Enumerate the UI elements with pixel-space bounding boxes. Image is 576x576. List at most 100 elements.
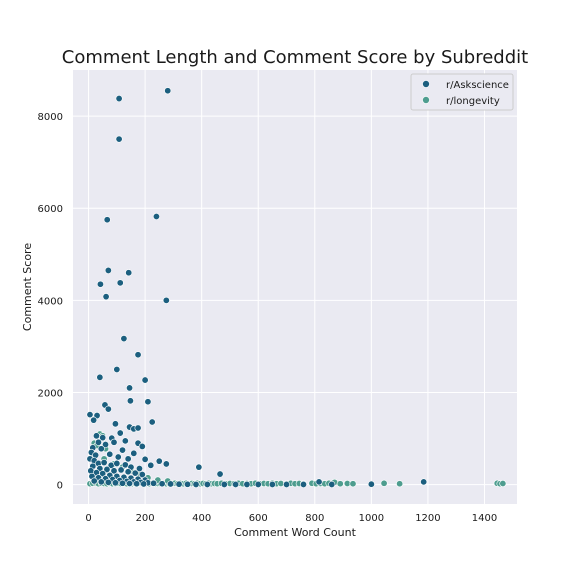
data-point-askscience [140,480,148,488]
data-point-askscience [328,480,336,488]
data-point-askscience [144,398,152,406]
data-point-askscience [104,478,112,486]
y-tick-label: 4000 [38,296,63,307]
data-point-askscience [110,438,118,446]
y-tick-label: 2000 [38,389,63,400]
data-point-longevity [336,480,344,488]
y-tick-label: 0 [57,481,63,492]
data-point-askscience [113,459,121,467]
data-point-askscience [111,420,119,428]
y-axis-label: Comment Score [21,243,34,331]
legend-marker-longevity [422,96,430,104]
y-tick-label: 6000 [38,204,63,215]
data-point-askscience [135,465,143,473]
x-tick-label: 1400 [472,513,497,524]
data-point-askscience [141,376,149,384]
chart-title: Comment Length and Comment Score by Subr… [62,47,528,68]
data-point-askscience [96,373,104,381]
data-point-askscience [103,465,111,473]
data-point-askscience [420,478,428,486]
data-point-askscience [115,135,123,143]
x-axis-label: Comment Word Count [234,526,357,539]
data-point-askscience [268,480,276,488]
data-point-askscience [147,461,155,469]
data-point-askscience [120,335,128,343]
data-point-askscience [113,365,121,373]
data-point-askscience [232,480,240,488]
data-point-askscience [243,480,251,488]
axis-ticks: 0 200 400 600 800 1000 1200 1400 0 2000 4000 6000 80… [38,112,498,524]
data-point-askscience [126,479,134,487]
data-point-longevity [349,480,357,488]
data-point-askscience [110,467,118,475]
data-point-askscience [100,459,108,467]
data-point-askscience [158,480,166,488]
data-point-askscience [116,279,124,287]
data-point-askscience [195,463,203,471]
legend-label-longevity: r/longevity [446,96,500,107]
data-point-askscience [92,432,100,440]
plot-area [73,70,517,504]
data-point-askscience [106,450,114,458]
x-tick-label: 400 [192,513,211,524]
data-point-askscience [114,453,122,461]
data-point-askscience [130,449,138,457]
data-point-askscience [150,479,158,487]
data-point-askscience [152,213,160,221]
data-point-askscience [175,480,183,488]
data-point-askscience [134,424,142,432]
data-point-askscience [184,480,192,488]
data-point-askscience [315,478,323,486]
data-point-askscience [138,442,146,450]
data-point-askscience [96,280,104,288]
data-point-longevity [380,479,388,487]
x-tick-label: 600 [249,513,268,524]
data-point-askscience [299,480,307,488]
data-point-askscience [164,87,172,95]
legend-box [410,73,514,111]
data-point-askscience [118,479,126,487]
data-point-askscience [102,293,110,301]
data-point-askscience [102,441,110,449]
data-point-askscience [97,445,105,453]
data-point-askscience [116,429,124,437]
data-point-askscience [254,480,262,488]
data-point-askscience [93,412,101,420]
data-point-askscience [138,471,146,479]
data-point-askscience [94,438,102,446]
data-point-askscience [126,384,134,392]
data-point-askscience [133,480,141,488]
data-point-askscience [117,466,125,474]
data-point-askscience [99,434,107,442]
data-point-askscience [148,418,156,426]
data-point-longevity [396,480,404,488]
data-point-askscience [155,457,163,465]
data-point-askscience [118,446,126,454]
data-point-askscience [104,266,112,274]
legend: r/Askscience r/longevity [410,73,514,111]
data-point-askscience [90,477,98,485]
x-tick-label: 800 [305,513,324,524]
data-point-askscience [283,480,291,488]
x-tick-label: 1200 [415,513,440,524]
data-point-askscience [162,460,170,468]
y-tick-label: 8000 [38,112,63,123]
data-point-askscience [167,480,175,488]
data-point-askscience [141,455,149,463]
data-point-askscience [220,480,228,488]
data-point-askscience [124,455,132,463]
data-point-askscience [134,351,142,359]
data-point-askscience [104,405,112,413]
data-point-askscience [203,480,211,488]
legend-marker-askscience [422,80,430,88]
data-point-askscience [124,468,132,476]
data-point-askscience [125,269,133,277]
data-points [86,87,507,488]
legend-label-askscience: r/Askscience [446,80,509,91]
data-point-askscience [103,216,111,224]
data-point-askscience [216,470,224,478]
data-point-askscience [86,411,94,419]
data-point-askscience [111,479,119,487]
data-point-askscience [126,397,134,405]
data-point-askscience [115,95,123,103]
